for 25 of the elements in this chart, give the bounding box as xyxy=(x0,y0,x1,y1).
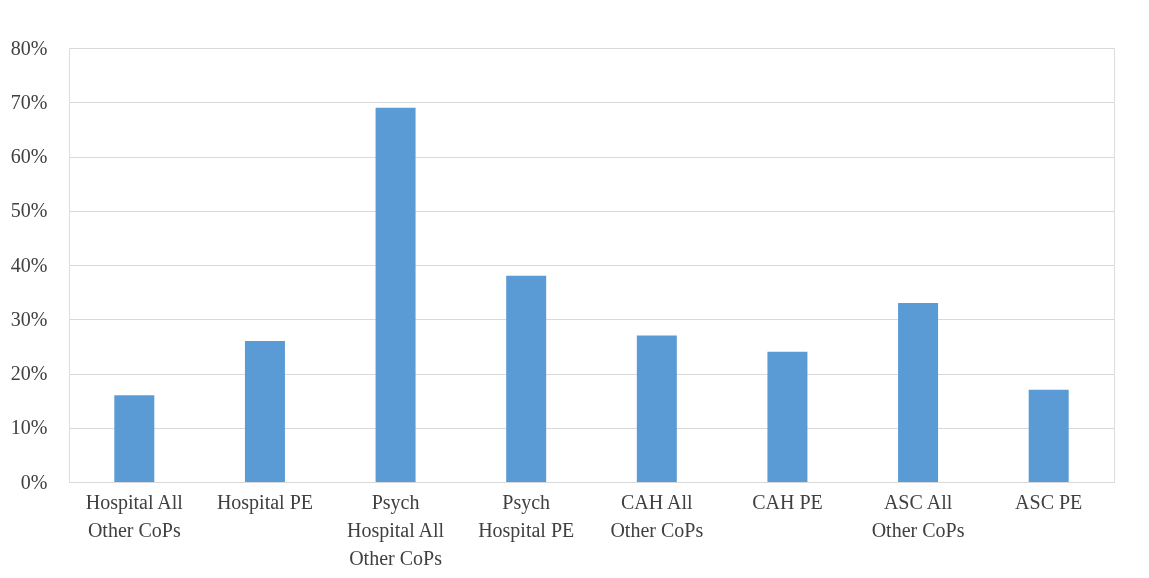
y-tick-label: 70% xyxy=(10,90,48,113)
y-tick-label: 40% xyxy=(10,253,48,276)
x-tick-label: ASC All Other CoPs xyxy=(871,490,965,541)
y-tick-label: 10% xyxy=(10,416,48,439)
bar xyxy=(898,302,939,482)
bar xyxy=(636,335,677,482)
x-tick-label: Hospital All Other CoPs xyxy=(85,490,184,541)
bar xyxy=(767,351,808,482)
y-tick-label: 60% xyxy=(10,145,48,167)
y-tick-label: 50% xyxy=(10,199,48,222)
x-tick-label: ASC PE xyxy=(1015,490,1083,513)
x-tick-label: Psych Hospital All Other CoPs xyxy=(346,490,445,569)
y-tick-label: 30% xyxy=(10,307,48,330)
bar xyxy=(375,107,416,482)
y-tick-label: 80% xyxy=(10,36,48,59)
bar xyxy=(1028,389,1069,482)
x-tick-label: CAH All Other CoPs xyxy=(610,490,704,541)
bar xyxy=(506,275,547,482)
y-tick-label: 0% xyxy=(20,470,48,493)
x-tick-label: Hospital PE xyxy=(216,490,313,514)
bar xyxy=(244,340,285,482)
x-tick-label: CAH PE xyxy=(752,490,823,513)
y-tick-label: 20% xyxy=(10,362,48,384)
x-tick-label: Psych Hospital PE xyxy=(478,490,575,542)
bar xyxy=(114,395,155,482)
